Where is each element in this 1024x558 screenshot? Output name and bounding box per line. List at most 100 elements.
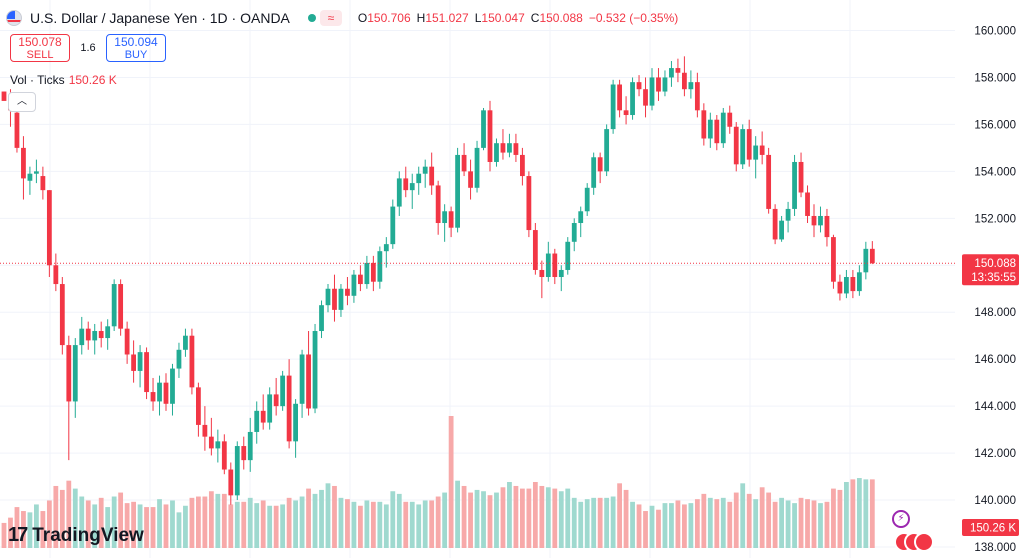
volume-bar bbox=[396, 493, 402, 548]
volume-bar bbox=[532, 482, 538, 548]
volume-bar bbox=[740, 483, 746, 548]
ohlc-close: C150.088 bbox=[530, 11, 583, 25]
volume-bar bbox=[403, 501, 409, 548]
buy-price: 150.094 bbox=[114, 35, 158, 49]
volume-bar bbox=[779, 497, 784, 548]
candle-body bbox=[461, 154, 467, 172]
market-status[interactable]: ≈ bbox=[304, 10, 342, 26]
symbol-header: U.S. Dollar / Japanese Yen · 1D · OANDA … bbox=[6, 8, 678, 28]
candle-body bbox=[396, 178, 402, 207]
candle-body bbox=[824, 215, 830, 238]
volume-bar bbox=[805, 499, 810, 548]
usd-jpy-flag-icon bbox=[6, 10, 22, 26]
candle-body bbox=[241, 446, 247, 461]
candle-body bbox=[92, 331, 98, 341]
volume-bar bbox=[455, 480, 460, 548]
y-axis-tick-label: 146.000 bbox=[974, 354, 1016, 366]
volume-legend[interactable]: Vol · Ticks 150.26 K bbox=[10, 73, 117, 87]
volume-bar bbox=[59, 489, 65, 548]
candle-body bbox=[383, 244, 389, 252]
trade-panel: 150.078 SELL 1.6 150.094 BUY bbox=[10, 34, 166, 62]
candle-body bbox=[571, 223, 577, 242]
sell-button[interactable]: 150.078 SELL bbox=[10, 34, 70, 62]
candle-body bbox=[707, 119, 713, 139]
volume-bar bbox=[338, 497, 344, 548]
volume-bar bbox=[669, 503, 674, 548]
candle-body bbox=[785, 208, 791, 221]
volume-bar bbox=[66, 480, 72, 548]
volume-bar bbox=[364, 500, 370, 548]
candle-body bbox=[513, 143, 519, 155]
candle-body bbox=[818, 215, 823, 226]
candle-body bbox=[189, 335, 195, 388]
candle-body bbox=[584, 187, 590, 212]
symbol-title[interactable]: U.S. Dollar / Japanese Yen · 1D · OANDA bbox=[30, 10, 290, 26]
candle-body bbox=[565, 241, 571, 270]
volume-bar bbox=[46, 500, 52, 548]
volume-bar bbox=[565, 488, 571, 548]
candle-body bbox=[105, 326, 111, 339]
volume-bar bbox=[8, 517, 13, 548]
candle-body bbox=[280, 375, 286, 407]
volume-bar bbox=[72, 488, 78, 548]
candle-body bbox=[552, 253, 558, 278]
wave-icon[interactable]: ≈ bbox=[319, 10, 342, 26]
countdown-value: 13:35:55 bbox=[971, 272, 1016, 284]
volume-bar bbox=[1, 522, 7, 548]
buy-button[interactable]: 150.094 BUY bbox=[106, 34, 166, 62]
volume-bar bbox=[701, 493, 707, 548]
volume-bar bbox=[215, 493, 221, 548]
volume-bar bbox=[798, 497, 804, 548]
candle-body bbox=[772, 208, 778, 240]
lightning-icon[interactable]: ⚡ bbox=[892, 510, 910, 528]
volume-bar bbox=[163, 504, 169, 548]
volume-bar bbox=[746, 493, 752, 548]
candle-body bbox=[694, 82, 700, 111]
candle-body bbox=[669, 68, 674, 78]
candle-body bbox=[170, 368, 175, 404]
candle-body bbox=[520, 154, 525, 177]
volume-bar bbox=[332, 485, 337, 548]
volume-bar bbox=[221, 493, 227, 548]
volume-bar bbox=[500, 487, 506, 548]
volume-bar bbox=[85, 500, 91, 548]
volume-bar bbox=[422, 500, 428, 548]
volume-bar bbox=[40, 511, 46, 548]
candle-body bbox=[526, 176, 532, 231]
collapse-legend-button[interactable]: ︿ bbox=[8, 92, 36, 112]
volume-bar bbox=[513, 485, 519, 548]
candle-body bbox=[856, 272, 862, 292]
candle-body bbox=[623, 110, 629, 116]
spread-value: 1.6 bbox=[80, 42, 96, 54]
candle-body bbox=[869, 248, 875, 264]
volume-bar bbox=[429, 500, 435, 548]
volume-bar bbox=[558, 491, 564, 548]
volume-bar bbox=[137, 504, 143, 548]
candle-body bbox=[442, 211, 448, 224]
volume-bar bbox=[196, 496, 201, 548]
candle-body bbox=[468, 171, 473, 188]
volume-bar bbox=[170, 500, 175, 548]
volume-bar bbox=[461, 485, 467, 548]
candle-body bbox=[53, 265, 59, 285]
last-price-badge bbox=[962, 254, 1019, 286]
volume-bar bbox=[131, 501, 136, 548]
candle-body bbox=[507, 143, 512, 153]
market-open-dot-icon bbox=[307, 14, 316, 22]
us-event-flag-icon[interactable] bbox=[914, 532, 934, 552]
volume-bar bbox=[487, 495, 493, 548]
volume-bar bbox=[831, 488, 836, 548]
candle-body bbox=[364, 262, 370, 285]
candle-body bbox=[14, 112, 20, 148]
volume-bar bbox=[824, 501, 830, 548]
volume-bar bbox=[474, 489, 480, 548]
volume-bar bbox=[494, 492, 499, 548]
candle-body bbox=[792, 161, 797, 209]
candle-body bbox=[144, 352, 149, 393]
tradingview-logo[interactable]: 17 TradingView bbox=[8, 524, 144, 547]
candle-body bbox=[656, 77, 661, 92]
volume-bar bbox=[591, 497, 597, 548]
volume-bar bbox=[312, 493, 318, 548]
